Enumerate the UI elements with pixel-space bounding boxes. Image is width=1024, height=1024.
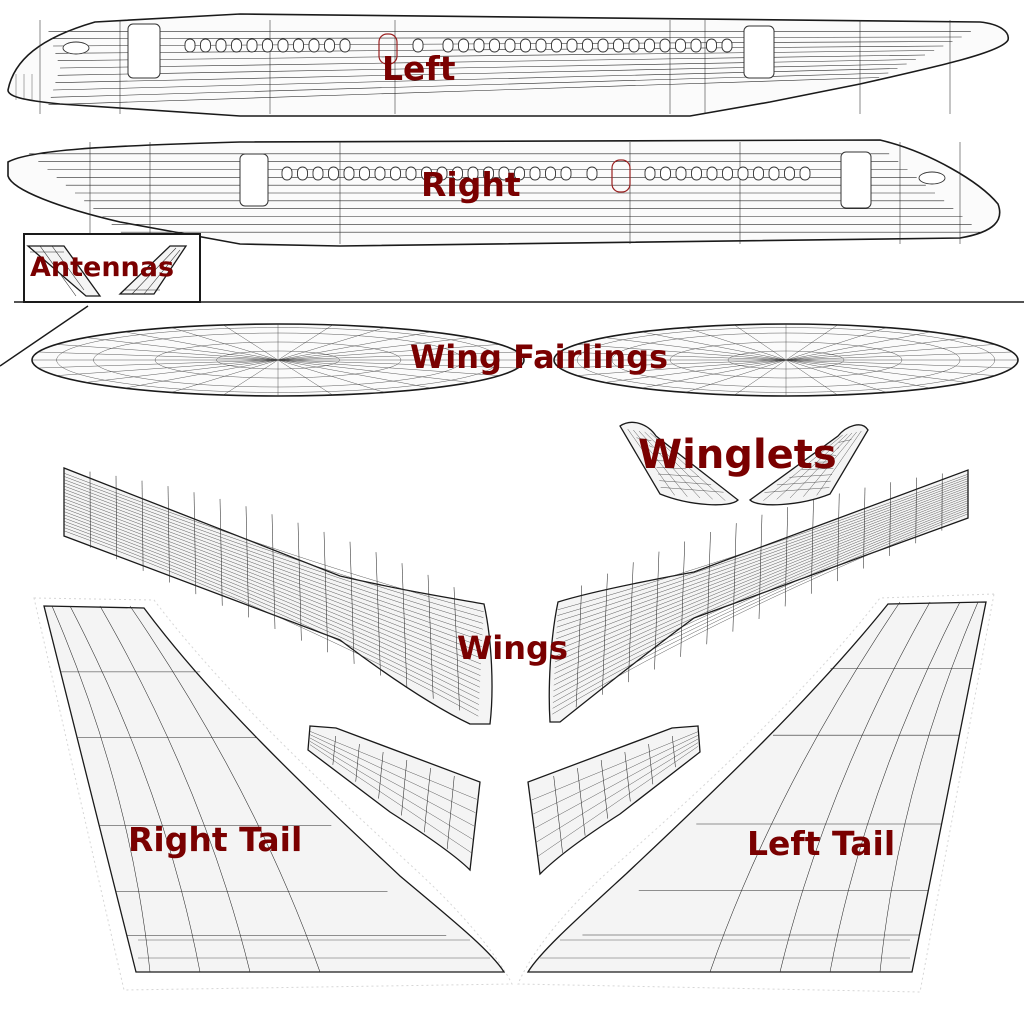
window-row-left: [184, 38, 733, 53]
stabilizer-right: [527, 725, 701, 876]
wing-fairing-left: [31, 323, 525, 397]
wing-left: [63, 467, 493, 725]
stabilizer-left: [307, 725, 481, 872]
door-right-overwing: [611, 159, 631, 193]
label-wings: Wings: [457, 629, 568, 667]
label-winglets: Winglets: [638, 432, 837, 478]
window-row-right: [281, 166, 811, 181]
tail-right: [33, 597, 513, 991]
layout-divider-line: [0, 301, 1024, 367]
cockpit-window-left: [62, 41, 90, 55]
door-left-overwing: [378, 33, 398, 65]
fuselage-left-panel: [7, 13, 1009, 117]
door-left-rear: [743, 25, 775, 79]
door-right-rear: [239, 153, 269, 207]
door-right-front: [840, 151, 872, 209]
label-left-tail: Left Tail: [747, 824, 896, 863]
door-left-front: [127, 23, 161, 79]
winglet-left: [619, 421, 739, 506]
cockpit-window-right: [918, 171, 946, 185]
wing-right: [548, 469, 969, 723]
label-right-tail: Right Tail: [128, 820, 303, 859]
label-antennas: Antennas: [30, 252, 175, 283]
fuselage-right-panel: [7, 139, 1001, 247]
label-wing-fairlings: Wing Fairlings: [410, 338, 669, 376]
label-right: Right: [421, 165, 521, 204]
antennas-box: [23, 233, 201, 303]
winglet-right: [749, 424, 869, 506]
tail-left: [517, 593, 995, 993]
label-left: Left: [382, 49, 456, 88]
wing-fairing-right: [553, 323, 1019, 397]
